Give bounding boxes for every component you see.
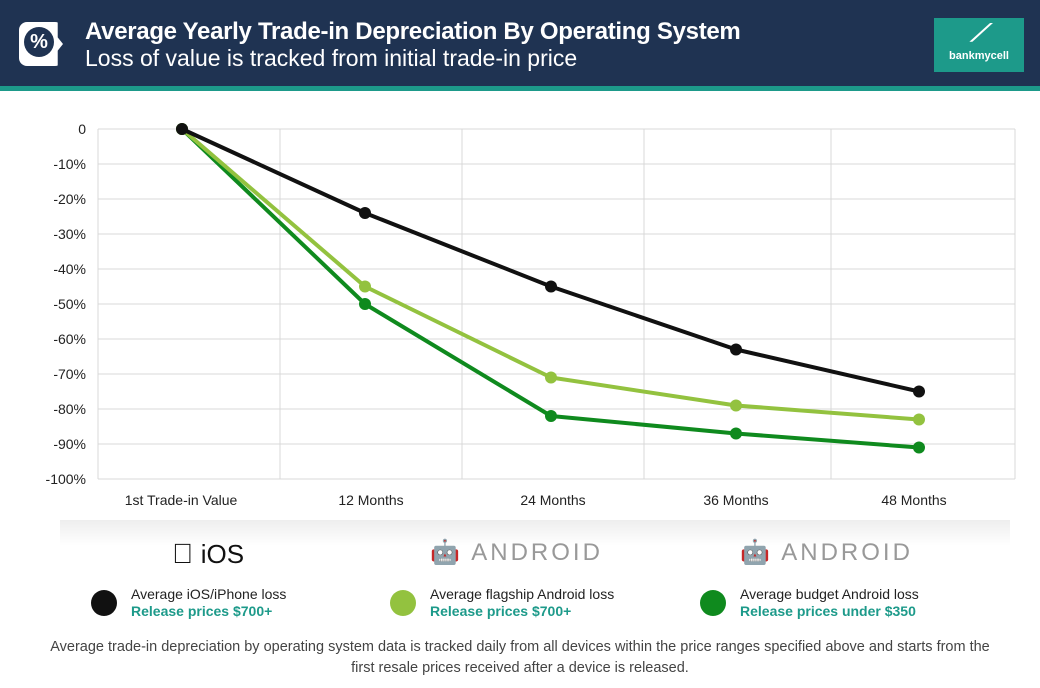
y-tick-label: -80% <box>53 401 86 417</box>
y-tick-label: -90% <box>53 436 86 452</box>
series-line <box>181 127 920 394</box>
chart-title: Average Yearly Trade-in Depreciation By … <box>85 18 741 45</box>
y-tick-label: -10% <box>53 156 86 172</box>
bankmycell-logo: ⟋ bankmycell <box>934 18 1024 72</box>
data-point <box>359 298 371 310</box>
x-tick-label: 12 Months <box>338 492 403 508</box>
data-point <box>730 343 742 356</box>
chart-subtitle: Loss of value is tracked from initial tr… <box>85 45 578 71</box>
y-tick-label: -60% <box>53 331 86 347</box>
android-icon: 🤖 <box>740 539 773 566</box>
data-point <box>730 399 742 412</box>
x-tick-label: 48 Months <box>881 492 946 508</box>
data-point <box>359 280 371 293</box>
y-tick-label: -70% <box>53 366 86 382</box>
y-tick-label: 0 <box>78 121 86 137</box>
data-point <box>913 385 925 398</box>
android-logo-flagship: 🤖 ANDROID <box>430 539 603 566</box>
y-tick-label: -30% <box>53 226 86 242</box>
percent-icon: % <box>19 22 63 66</box>
data-point <box>545 280 557 293</box>
data-point <box>545 410 557 422</box>
header <box>0 0 1040 86</box>
x-tick-label: 1st Trade-in Value <box>125 492 238 508</box>
apple-icon:  <box>172 538 193 569</box>
data-point <box>545 371 557 384</box>
data-point <box>359 207 371 219</box>
line-chart: 0 -10% -20% -30% -40% -50% -60% -70% -80% -90% -10… <box>46 121 1016 508</box>
y-tick-label: -50% <box>53 296 86 312</box>
x-tick-label: 24 Months <box>520 492 585 508</box>
y-tick-label: -100% <box>46 471 86 487</box>
y-tick-label: -40% <box>53 261 86 277</box>
apple-ios-logo:  iOS <box>172 538 244 569</box>
y-tick-label: -20% <box>53 191 86 207</box>
data-point <box>730 427 742 440</box>
android-logo-budget: 🤖 ANDROID <box>740 539 913 566</box>
accent-bar <box>0 86 1040 91</box>
data-point <box>176 123 188 135</box>
data-point <box>913 413 925 426</box>
android-icon: 🤖 <box>430 539 463 566</box>
x-tick-label: 36 Months <box>703 492 768 508</box>
data-point <box>913 441 925 454</box>
legend-band <box>60 520 1010 584</box>
footnote: Average trade-in depreciation by operati… <box>50 639 990 676</box>
